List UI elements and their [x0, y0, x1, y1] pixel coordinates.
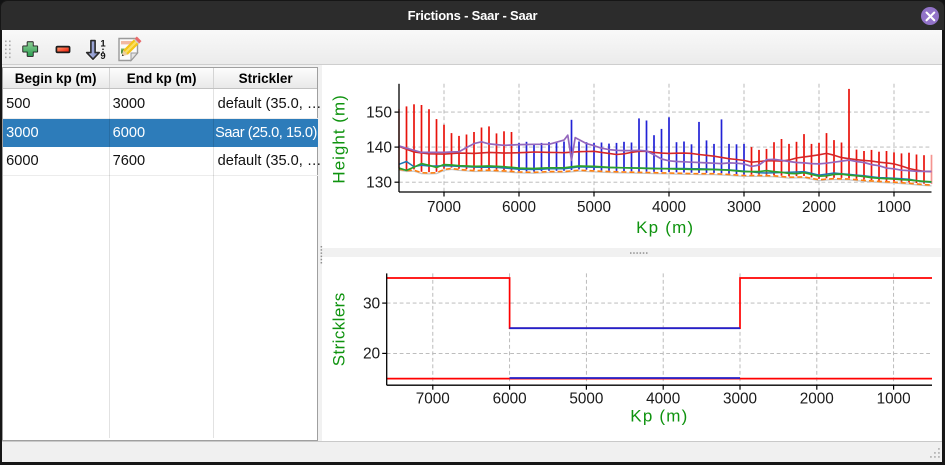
- svg-text:4000: 4000: [651, 199, 685, 216]
- svg-text:150: 150: [366, 105, 392, 122]
- svg-text:5000: 5000: [569, 390, 603, 407]
- svg-text:30: 30: [362, 295, 380, 312]
- svg-text:6000: 6000: [492, 390, 526, 407]
- svg-text:3000: 3000: [726, 199, 760, 216]
- svg-text:Kp (m): Kp (m): [636, 218, 694, 237]
- svg-text:2000: 2000: [799, 390, 833, 407]
- svg-text:4000: 4000: [646, 390, 680, 407]
- svg-text:Kp (m): Kp (m): [630, 406, 688, 425]
- svg-text:Height (m): Height (m): [329, 94, 348, 183]
- svg-text:7000: 7000: [426, 199, 460, 216]
- svg-text:6000: 6000: [501, 199, 535, 216]
- svg-text:5000: 5000: [576, 199, 610, 216]
- svg-text:1000: 1000: [876, 390, 910, 407]
- svg-text:1: 1: [100, 38, 106, 49]
- svg-text:2000: 2000: [801, 199, 835, 216]
- svg-text:9: 9: [100, 51, 105, 62]
- svg-text:7000: 7000: [415, 390, 449, 407]
- svg-text:3000: 3000: [722, 390, 756, 407]
- svg-text:20: 20: [362, 345, 380, 362]
- svg-text:130: 130: [366, 175, 392, 192]
- svg-text:140: 140: [366, 140, 392, 157]
- svg-text:Stricklers: Stricklers: [329, 292, 348, 366]
- svg-text:1000: 1000: [876, 199, 910, 216]
